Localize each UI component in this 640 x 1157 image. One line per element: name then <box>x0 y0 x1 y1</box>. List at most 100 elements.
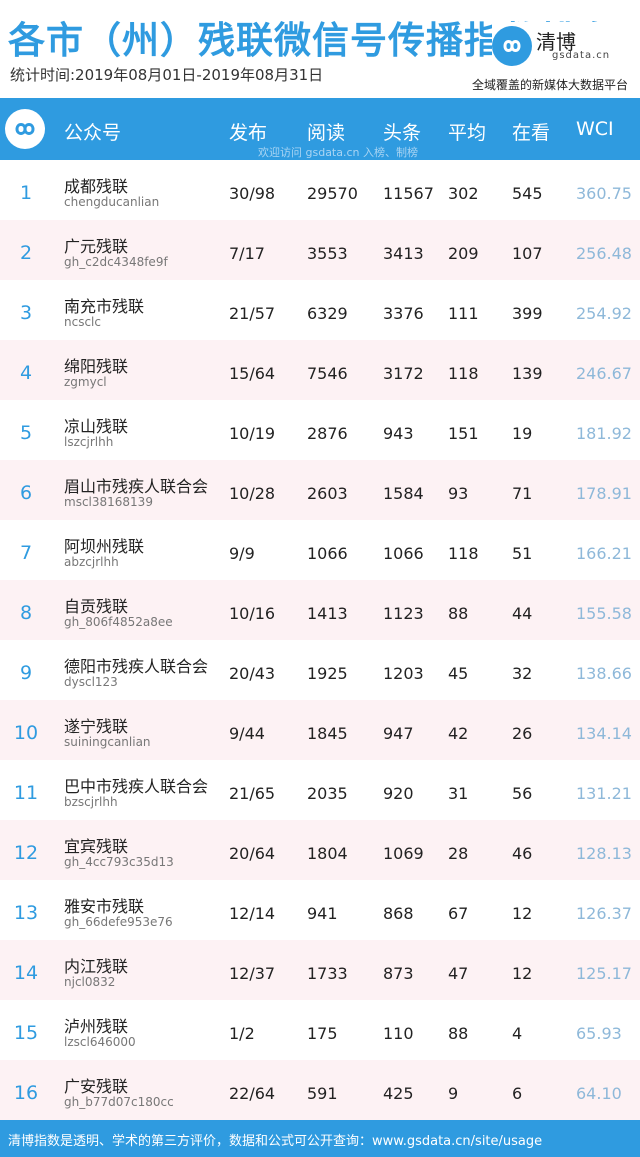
table-row: 16 广安残联 gh_b77d07c180cc 22/64 591 425 9 6 64.10 <box>0 1060 640 1120</box>
stat-period: 统计时间:2019年08月01日-2019年08月31日 <box>10 66 324 84</box>
cell-publish: 1/2 <box>229 1024 255 1043</box>
cell-looking: 46 <box>512 844 533 863</box>
table-row: 8 自贡残联 gh_806f4852a8ee 10/16 1413 1123 88 44 155… <box>0 580 640 640</box>
cell-looking: 51 <box>512 544 533 563</box>
cell-read: 7546 <box>307 364 348 383</box>
table-row: 2 广元残联 gh_c2dc4348fe9f 7/17 3553 3413 209 107 25… <box>0 220 640 280</box>
cell-looking: 32 <box>512 664 533 683</box>
col-header-publish: 发布 <box>229 122 268 144</box>
cell-account-name: 广安残联 <box>64 1077 129 1096</box>
cell-read: 941 <box>307 904 338 923</box>
cell-looking: 545 <box>512 184 543 203</box>
cell-looking: 19 <box>512 424 533 443</box>
cell-rank: 5 <box>19 422 33 444</box>
cell-headline: 1584 <box>383 484 424 503</box>
cell-rank: 3 <box>19 302 33 324</box>
cell-average: 118 <box>448 364 479 383</box>
cell-looking: 44 <box>512 604 533 623</box>
cell-average: 209 <box>448 244 479 263</box>
col-header-read: 阅读 <box>307 122 346 144</box>
cell-account-name: 遂宁残联 <box>64 717 129 736</box>
cell-average: 45 <box>448 664 469 683</box>
cell-publish: 21/57 <box>229 304 276 323</box>
table-row: 12 宜宾残联 gh_4cc793c35d13 20/64 1804 1069 28 46 12… <box>0 820 640 880</box>
cell-average: 302 <box>448 184 479 203</box>
cell-read: 1925 <box>307 664 348 683</box>
cell-read: 6329 <box>307 304 348 323</box>
cell-publish: 7/17 <box>229 244 265 263</box>
cell-read: 175 <box>307 1024 338 1043</box>
table-row: 9 德阳市残疾人联合会 dyscl123 20/43 1925 1203 45 32 138.6… <box>0 640 640 700</box>
cell-wci: 178.91 <box>576 484 632 503</box>
cell-publish: 20/43 <box>229 664 276 683</box>
cell-headline: 3172 <box>383 364 424 383</box>
cell-wci: 360.75 <box>576 184 632 203</box>
cell-read: 3553 <box>307 244 348 263</box>
cell-wci: 254.92 <box>576 304 632 323</box>
cell-read: 1413 <box>307 604 348 623</box>
cell-rank: 12 <box>13 842 39 864</box>
cell-publish: 10/16 <box>229 604 276 623</box>
cell-account-id: gh_c2dc4348fe9f <box>64 255 168 269</box>
cell-account-name: 阿坝州残联 <box>64 537 145 556</box>
cell-read: 2603 <box>307 484 348 503</box>
cell-publish: 10/19 <box>229 424 276 443</box>
cell-average: 118 <box>448 544 479 563</box>
cell-account-name: 内江残联 <box>64 957 129 976</box>
cell-account-name: 广元残联 <box>64 237 129 256</box>
cell-read: 591 <box>307 1084 338 1103</box>
cell-publish: 9/44 <box>229 724 265 743</box>
infinity-logo-icon <box>492 26 532 66</box>
table-row: 11 巴中市残疾人联合会 bzscjrlhh 21/65 2035 920 31 56 131.… <box>0 760 640 820</box>
cell-publish: 22/64 <box>229 1084 276 1103</box>
cell-account-name: 南充市残联 <box>64 297 145 316</box>
cell-account-id: abzcjrlhh <box>64 555 119 569</box>
cell-looking: 4 <box>512 1024 523 1043</box>
cell-account-name: 凉山残联 <box>64 417 129 436</box>
cell-looking: 6 <box>512 1084 523 1103</box>
cell-rank: 7 <box>19 542 33 564</box>
cell-looking: 71 <box>512 484 533 503</box>
cell-looking: 12 <box>512 964 533 983</box>
cell-rank: 9 <box>19 662 33 684</box>
cell-headline: 920 <box>383 784 414 803</box>
col-header-looking: 在看 <box>512 122 551 144</box>
cell-account-id: bzscjrlhh <box>64 795 118 809</box>
cell-wci: 246.67 <box>576 364 632 383</box>
cell-account-name: 巴中市残疾人联合会 <box>64 777 209 796</box>
cell-rank: 11 <box>13 782 39 804</box>
cell-average: 111 <box>448 304 479 323</box>
cell-account-name: 雅安市残联 <box>64 897 145 916</box>
cell-wci: 155.58 <box>576 604 632 623</box>
cell-publish: 30/98 <box>229 184 276 203</box>
cell-publish: 10/28 <box>229 484 276 503</box>
cell-looking: 56 <box>512 784 533 803</box>
cell-account-id: njcl0832 <box>64 975 116 989</box>
cell-account-id: gh_66defe953e76 <box>64 915 173 929</box>
cell-wci: 138.66 <box>576 664 632 683</box>
cell-publish: 9/9 <box>229 544 255 563</box>
cell-account-id: gh_4cc793c35d13 <box>64 855 174 869</box>
cell-publish: 20/64 <box>229 844 276 863</box>
cell-read: 2035 <box>307 784 348 803</box>
cell-headline: 1069 <box>383 844 424 863</box>
cell-account-id: dyscl123 <box>64 675 118 689</box>
cell-account-name: 眉山市残疾人联合会 <box>64 477 209 496</box>
table-row: 13 雅安市残联 gh_66defe953e76 12/14 941 868 67 12 126… <box>0 880 640 940</box>
footer-bar: 清博指数是透明、学术的第三方评价，数据和公式可公开查询：www.gsdata.c… <box>0 1120 640 1157</box>
cell-account-id: chengducanlian <box>64 195 160 209</box>
brand-slogan: 全域覆盖的新媒体大数据平台 <box>472 78 629 92</box>
cell-rank: 6 <box>19 482 33 504</box>
cell-account-id: lzscl646000 <box>64 1035 136 1049</box>
cell-rank: 15 <box>13 1022 39 1044</box>
cell-average: 28 <box>448 844 469 863</box>
cell-headline: 1123 <box>383 604 424 623</box>
cell-account-id: suiningcanlian <box>64 735 151 749</box>
table-row: 4 绵阳残联 zgmycl 15/64 7546 3172 118 139 246.67 <box>0 340 640 400</box>
cell-account-id: gh_806f4852a8ee <box>64 615 173 629</box>
col-header-average: 平均 <box>448 122 487 144</box>
cell-average: 93 <box>448 484 469 503</box>
cell-rank: 14 <box>13 962 39 984</box>
cell-read: 1845 <box>307 724 348 743</box>
cell-headline: 873 <box>383 964 414 983</box>
